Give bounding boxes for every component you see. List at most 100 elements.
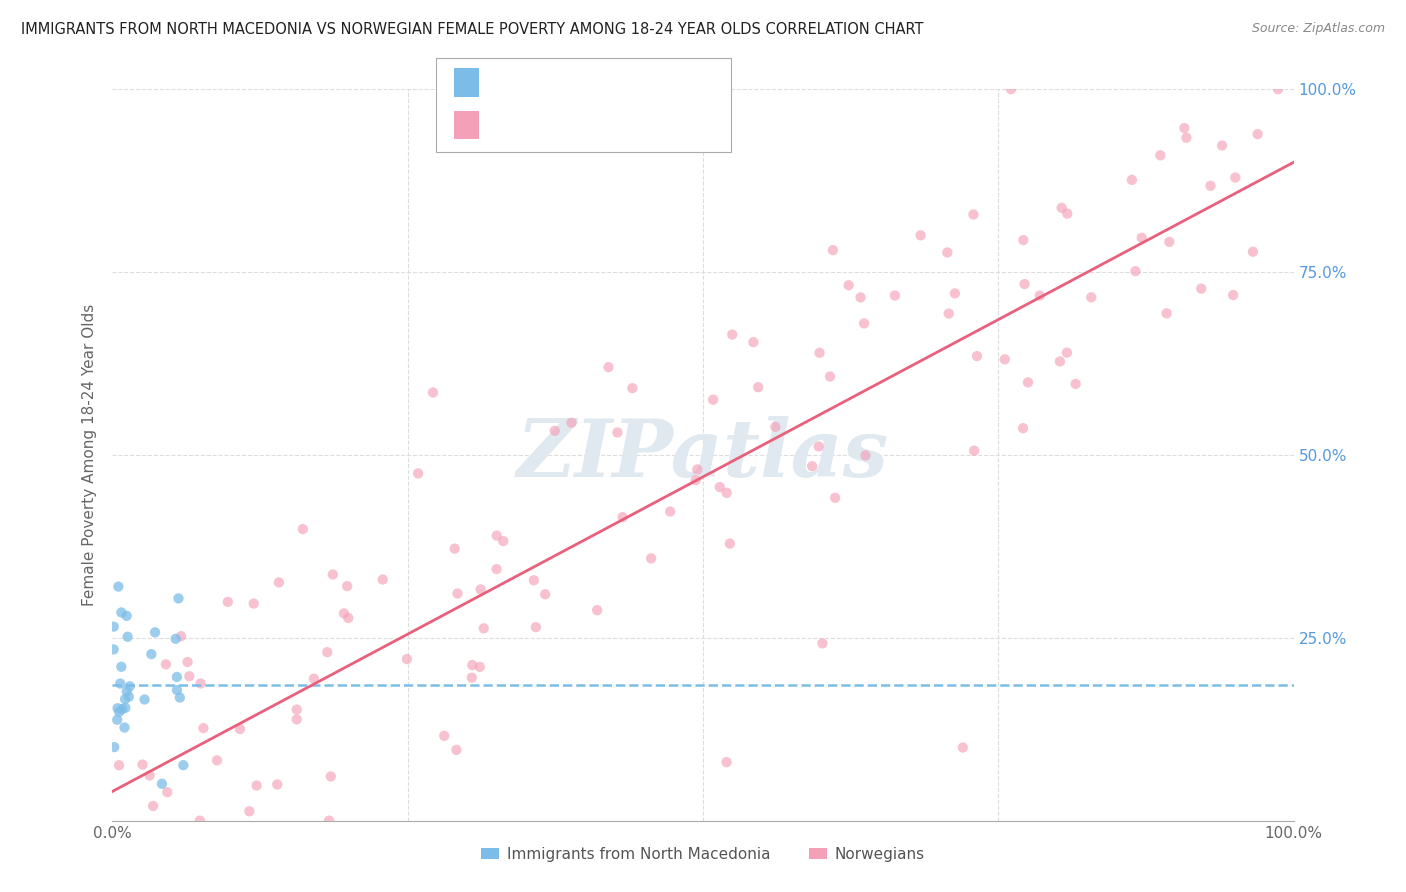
Point [485,528,508,542]
Point [1189,282,1212,296]
Point [302,672,325,686]
Point [165,632,187,646]
Point [205,753,228,767]
Point [1064,376,1087,391]
Point [1222,288,1244,302]
Point [1056,345,1078,359]
Point [640,551,662,566]
Point [853,317,876,331]
Point [115,684,138,698]
Point [336,579,359,593]
Text: ZIPatlas: ZIPatlas [517,417,889,493]
Point [1029,288,1052,302]
Point [110,660,132,674]
Point [190,676,212,690]
Point [142,799,165,814]
Point [523,574,546,588]
Point [166,670,188,684]
Point [319,769,342,783]
Point [143,625,166,640]
Point [105,713,128,727]
Point [763,420,786,434]
Point [1267,82,1289,96]
Point [166,683,188,698]
Point [179,669,201,683]
Point [322,567,344,582]
Point [114,721,136,735]
Point [716,755,738,769]
Point [544,424,567,438]
Text: N = 119: N = 119 [581,118,648,133]
Point [266,777,288,791]
Point [118,690,141,704]
Point [1175,130,1198,145]
Point [1014,277,1036,291]
Point [1012,233,1035,247]
Point [461,658,484,673]
Point [811,636,834,650]
Point [114,701,136,715]
Point [1159,235,1181,249]
Point [103,740,125,755]
Point [229,722,252,736]
Point [994,352,1017,367]
Point [291,522,314,536]
Text: IMMIGRANTS FROM NORTH MACEDONIA VS NORWEGIAN FEMALE POVERTY AMONG 18-24 YEAR OLD: IMMIGRANTS FROM NORTH MACEDONIA VS NORWE… [21,22,924,37]
Point [461,671,484,685]
Point [709,480,731,494]
Point [586,603,609,617]
Text: R = 0.576: R = 0.576 [491,118,574,133]
Point [170,629,193,643]
Point [433,729,456,743]
Point [606,425,628,440]
Point [193,721,215,735]
Point [808,345,831,359]
Point [1149,148,1171,162]
Point [134,692,156,706]
Point [1121,173,1143,187]
Point [108,758,131,772]
Point [318,814,340,828]
Point [167,591,190,606]
Point [1211,138,1233,153]
Point [141,647,163,661]
Text: N = 29: N = 29 [581,75,638,90]
Point [838,278,860,293]
Point [963,443,986,458]
Point [718,536,741,550]
Point [422,385,444,400]
Point [118,679,141,693]
Point [107,701,129,715]
Point [131,757,153,772]
Point [267,575,290,590]
Point [966,349,988,363]
Point [470,582,492,597]
Point [1125,264,1147,278]
Point [721,327,744,342]
Y-axis label: Female Poverty Among 18-24 Year Olds: Female Poverty Among 18-24 Year Olds [82,304,97,606]
Point [333,607,356,621]
Point [1246,127,1268,141]
Point [492,534,515,549]
Point [285,703,308,717]
Point [962,207,984,221]
Point [1225,170,1247,185]
Point [524,620,547,634]
Point [172,758,194,772]
Point [443,541,465,556]
Point [117,630,139,644]
Point [1173,121,1195,136]
Point [406,467,429,481]
Point [246,779,269,793]
Point [1050,201,1073,215]
Point [1012,421,1035,435]
Point [910,228,932,243]
Point [685,473,707,487]
Point [446,743,468,757]
Point [598,360,620,375]
Point [1049,354,1071,368]
Point [155,657,177,672]
Point [534,587,557,601]
Point [110,606,132,620]
Point [716,485,738,500]
